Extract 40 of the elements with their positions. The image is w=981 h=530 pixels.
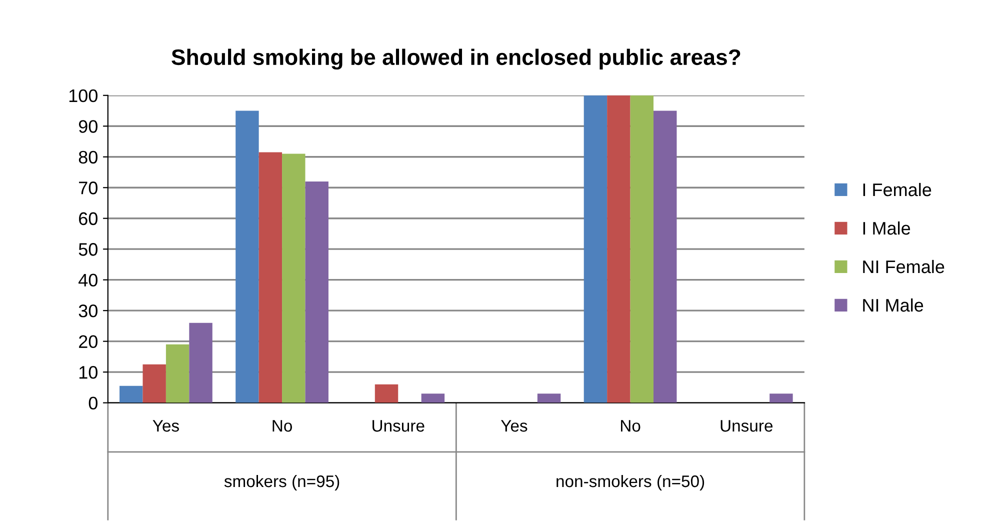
- y-tick-label: 10: [79, 366, 98, 379]
- bar: [142, 364, 166, 403]
- y-tick-label: 100: [69, 89, 98, 102]
- bar: [537, 394, 561, 403]
- y-tick-label: 50: [78, 243, 98, 256]
- bar: [607, 95, 630, 403]
- legend-label: I Female: [863, 182, 932, 196]
- y-tick-label: 0: [88, 396, 98, 410]
- bar: [374, 384, 398, 403]
- bar: [770, 394, 793, 403]
- y-tick-label: 60: [79, 212, 98, 226]
- x-tick-label: Unsure: [372, 420, 424, 432]
- x-tick-label: No: [621, 420, 640, 432]
- legend-label: NI Male: [863, 298, 924, 312]
- bar: [189, 322, 212, 403]
- text: smokers (n=95): [224, 474, 340, 490]
- y-tick-label: 30: [78, 304, 98, 318]
- y-tick-label: 40: [78, 274, 98, 287]
- text: non-smokers (n=50): [556, 474, 704, 490]
- y-tick-label: 90: [78, 120, 98, 133]
- legend-label: NI Female: [863, 260, 944, 274]
- bar: [236, 110, 259, 403]
- bar: [630, 95, 654, 403]
- y-tick-label: 80: [78, 150, 98, 164]
- bar: [258, 152, 282, 403]
- x-tick-label: Yes: [500, 420, 528, 432]
- chart-title: Should smoking be allowed in enclosed public areas?: [172, 48, 740, 70]
- legend-label: I Male: [863, 221, 910, 235]
- bar: [654, 110, 677, 403]
- bar: [421, 394, 445, 403]
- x-tick-label: No: [272, 420, 292, 432]
- y-tick-label: 20: [79, 335, 98, 348]
- bar: [166, 344, 190, 403]
- y-tick-label: 70: [79, 182, 98, 194]
- bar: [305, 181, 328, 403]
- x-tick-label: Unsure: [720, 420, 772, 432]
- x-tick-label: Yes: [152, 420, 179, 432]
- bar: [584, 95, 608, 403]
- bar: [282, 154, 306, 403]
- bar: [120, 386, 143, 403]
